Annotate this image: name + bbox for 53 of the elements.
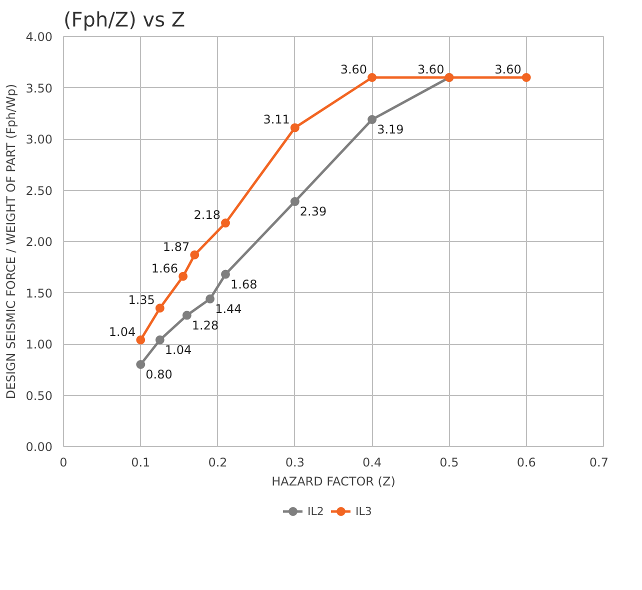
- x-tick-label: 0.1: [131, 456, 150, 470]
- y-tick-label: 3.00: [26, 132, 52, 146]
- data-label: 3.60: [494, 62, 522, 76]
- data-label: 0.80: [146, 368, 172, 382]
- point: [136, 335, 146, 344]
- point: [290, 197, 300, 206]
- x-tick-label: 0.2: [208, 456, 228, 470]
- point: [136, 360, 146, 369]
- y-tick-label: 1.50: [26, 286, 52, 300]
- point: [368, 115, 377, 124]
- point: [190, 250, 200, 260]
- data-label: 1.44: [215, 302, 242, 316]
- data-label: 1.66: [151, 261, 178, 276]
- y-tick-label: 2.00: [26, 235, 52, 249]
- point: [368, 73, 377, 82]
- point: [221, 218, 230, 228]
- x-tick-label: 0.3: [285, 456, 304, 470]
- x-tick-label: 0.4: [362, 456, 382, 470]
- data-label: 1.04: [108, 324, 136, 339]
- data-label: 1.68: [230, 277, 258, 292]
- data-label: 1.04: [164, 342, 192, 357]
- x-tick-label: 0.7: [589, 456, 609, 470]
- point: [182, 310, 192, 320]
- data-label: 1.28: [192, 318, 219, 332]
- data-label: 1.35: [128, 293, 155, 308]
- x-tick-label: 0.6: [516, 456, 536, 470]
- data-label: 3.60: [417, 62, 444, 76]
- data-label: 3.60: [340, 62, 368, 76]
- point: [155, 304, 164, 313]
- point: [155, 335, 164, 344]
- y-tick-label: 2.50: [26, 184, 52, 198]
- point: [178, 272, 188, 281]
- x-axis-title: HAZARD FACTOR (Z): [272, 474, 396, 488]
- x-tick-label: 0: [60, 456, 68, 470]
- data-label: 2.18: [194, 208, 220, 222]
- y-tick-label: 4.00: [26, 30, 52, 44]
- y-tick-label: 1.00: [26, 338, 52, 352]
- point: [221, 270, 230, 279]
- y-tick-label: 3.50: [26, 81, 52, 96]
- legend-label: IL3: [356, 504, 373, 518]
- point: [290, 123, 300, 132]
- y-tick-label: 0.00: [26, 440, 52, 454]
- data-label: 1.87: [162, 240, 190, 254]
- data-label: 3.11: [263, 112, 290, 127]
- x-tick-label: 0.5: [440, 456, 459, 470]
- point: [522, 73, 531, 82]
- chart-title: (Fph/Z) vs Z: [64, 8, 186, 32]
- point: [206, 294, 215, 304]
- legend-label: IL2: [308, 504, 325, 518]
- data-label: 2.39: [300, 204, 327, 219]
- y-axis-title: DESIGN SEISMIC FORCE / WEIGHT OF PART (Fph/Wp): [4, 84, 18, 400]
- y-tick-label: 0.50: [26, 388, 52, 403]
- data-label: 3.19: [377, 122, 404, 137]
